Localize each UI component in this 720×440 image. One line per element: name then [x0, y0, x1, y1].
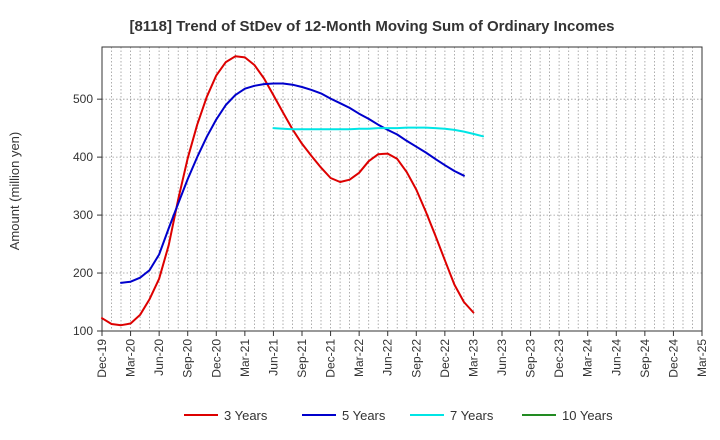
- y-tick-label: 500: [73, 92, 93, 106]
- x-tick-label: Dec-23: [552, 339, 566, 378]
- plot-area: 100 200 300 400 500 Dec-19 Mar-20 Jun-20 Sep-20 D…: [73, 46, 709, 378]
- y-tick-label: 200: [73, 266, 93, 280]
- series-line-5-years: [120, 82, 465, 284]
- x-tick-label: Sep-24: [638, 339, 652, 378]
- plot-frame: [101, 46, 703, 332]
- x-tick-label: Dec-19: [95, 339, 109, 378]
- x-tick-label: Jun-20: [152, 339, 166, 376]
- x-tick-label: Mar-20: [124, 339, 138, 377]
- legend: 3 Years 5 Years 7 Years 10 Years: [184, 408, 613, 423]
- legend-label-7-years: 7 Years: [450, 408, 494, 423]
- x-tick-label: Sep-22: [409, 339, 423, 378]
- x-tick-label: Jun-22: [381, 339, 395, 376]
- x-tick-label: Dec-20: [209, 339, 223, 378]
- legend-label-10-years: 10 Years: [562, 408, 613, 423]
- x-tick-label: Mar-21: [238, 339, 252, 377]
- legend-label-5-years: 5 Years: [342, 408, 386, 423]
- x-tick-label: Dec-22: [438, 339, 452, 378]
- y-tick-label: 400: [73, 150, 93, 164]
- x-tick-label: Mar-24: [581, 339, 595, 377]
- x-tick-label: Jun-21: [266, 339, 280, 376]
- x-tick-label: Sep-23: [524, 339, 538, 378]
- x-tick-label: Jun-24: [609, 339, 623, 376]
- y-tick-label: 100: [73, 324, 93, 338]
- x-tick-label: Mar-22: [352, 339, 366, 377]
- y-axis-label: Amount (million yen): [7, 132, 22, 251]
- x-tick-label: Dec-21: [324, 339, 338, 378]
- plot-background: [102, 47, 702, 331]
- chart-title: [8118] Trend of StDev of 12-Month Moving…: [129, 18, 614, 35]
- x-tick-label: Dec-24: [666, 339, 680, 378]
- series-line-7-years: [272, 126, 484, 138]
- y-tick-label: 300: [73, 208, 93, 222]
- x-tick-label: Sep-21: [295, 339, 309, 378]
- x-tick-label: Jun-23: [495, 339, 509, 376]
- legend-label-3-years: 3 Years: [224, 408, 268, 423]
- series-line-3-years: [101, 55, 475, 327]
- x-tick-label: Mar-23: [466, 339, 480, 377]
- x-tick-label: Mar-25: [695, 339, 709, 377]
- x-tick-label: Sep-20: [181, 339, 195, 378]
